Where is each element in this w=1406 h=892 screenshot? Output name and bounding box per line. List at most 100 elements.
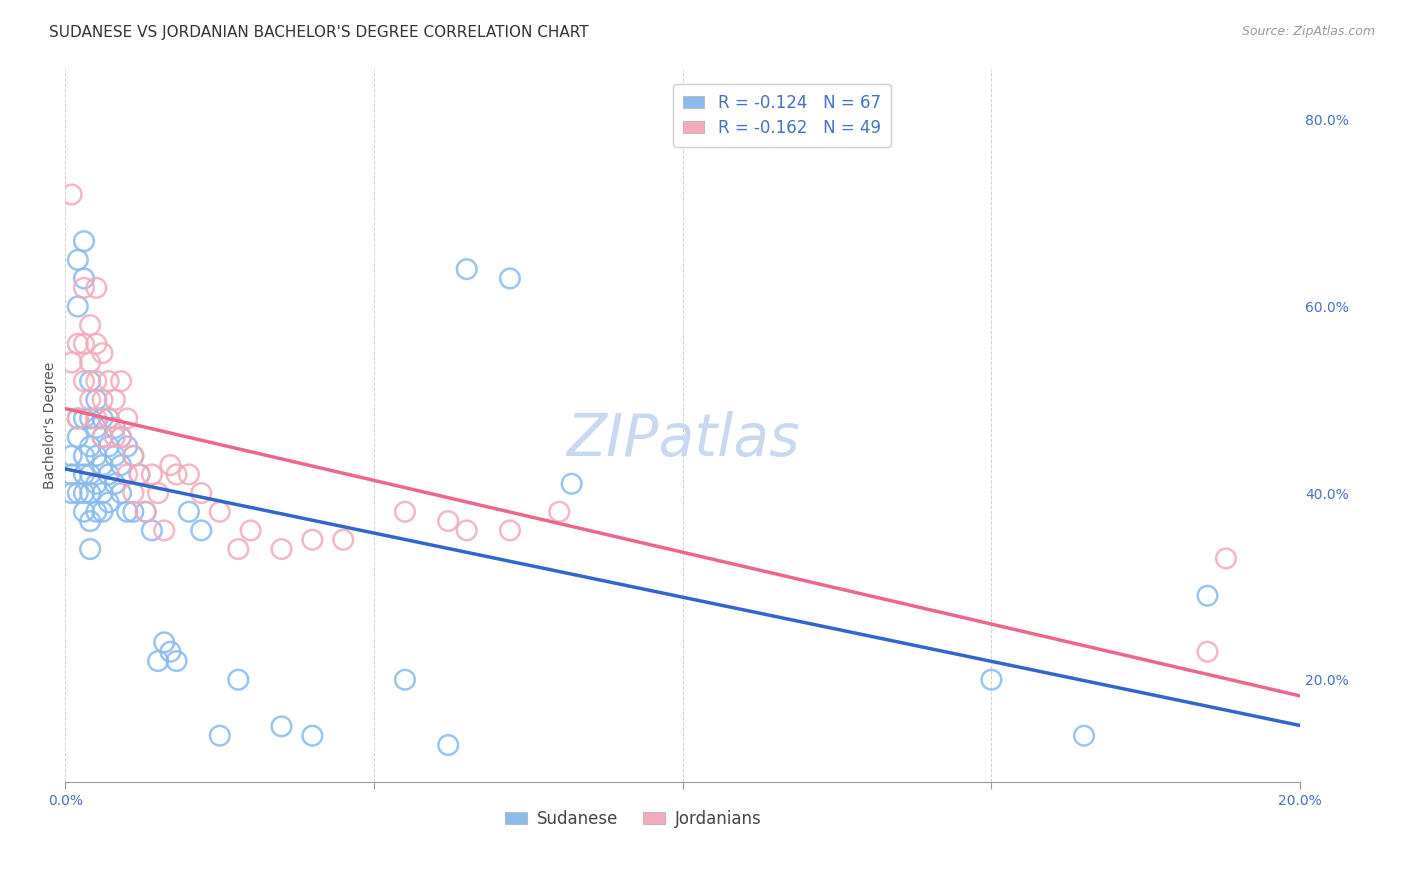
Point [104,392,127,407]
Point [66,252,89,267]
Point [499,271,522,285]
Point [1197,645,1219,659]
Y-axis label: Bachelor's Degree: Bachelor's Degree [44,362,58,489]
Point [110,486,132,500]
Point [122,486,145,500]
Point [146,654,169,668]
Point [97,374,120,388]
Point [97,495,120,509]
Point [456,524,478,538]
Point [104,421,127,435]
Point [301,533,323,547]
Point [208,505,231,519]
Point [301,729,323,743]
Point [79,355,101,369]
Point [66,430,89,444]
Point [141,467,163,482]
Point [226,673,249,687]
Point [60,355,83,369]
Point [394,505,416,519]
Point [159,645,181,659]
Point [153,635,176,649]
Point [226,542,249,557]
Point [104,476,127,491]
Point [97,467,120,482]
Point [73,374,96,388]
Point [73,336,96,351]
Point [91,505,114,519]
Point [190,524,212,538]
Point [86,449,108,463]
Text: Source: ZipAtlas.com: Source: ZipAtlas.com [1241,25,1375,38]
Point [146,486,169,500]
Point [73,486,96,500]
Point [135,505,157,519]
Point [66,411,89,425]
Point [561,476,583,491]
Point [66,300,89,314]
Point [73,271,96,285]
Point [91,411,114,425]
Point [208,729,231,743]
Point [437,738,460,752]
Point [79,392,101,407]
Point [110,458,132,472]
Point [128,467,150,482]
Point [86,421,108,435]
Point [86,281,108,295]
Point [66,411,89,425]
Text: SUDANESE VS JORDANIAN BACHELOR'S DEGREE CORRELATION CHART: SUDANESE VS JORDANIAN BACHELOR'S DEGREE … [49,25,589,40]
Point [91,430,114,444]
Point [86,392,108,407]
Point [980,673,1002,687]
Point [135,505,157,519]
Point [79,514,101,528]
Point [141,524,163,538]
Point [122,505,145,519]
Point [270,542,292,557]
Point [79,542,101,557]
Point [153,524,176,538]
Point [110,430,132,444]
Point [86,336,108,351]
Point [456,262,478,277]
Point [91,458,114,472]
Point [91,346,114,360]
Point [177,505,200,519]
Point [394,673,416,687]
Point [79,318,101,332]
Point [91,392,114,407]
Point [66,336,89,351]
Point [110,430,132,444]
Point [499,524,522,538]
Point [60,486,83,500]
Point [91,430,114,444]
Point [73,449,96,463]
Point [104,430,127,444]
Legend: Sudanese, Jordanians: Sudanese, Jordanians [499,804,768,835]
Point [73,505,96,519]
Point [128,467,150,482]
Point [177,467,200,482]
Point [97,439,120,453]
Point [91,486,114,500]
Point [166,467,188,482]
Point [159,458,181,472]
Point [60,467,83,482]
Point [1215,551,1237,566]
Point [86,411,108,425]
Point [73,467,96,482]
Point [115,439,138,453]
Point [1073,729,1095,743]
Point [60,449,83,463]
Point [548,505,571,519]
Point [239,524,262,538]
Text: ZIPatlas: ZIPatlas [567,411,800,468]
Point [79,486,101,500]
Point [332,533,354,547]
Point [73,234,96,248]
Point [60,187,83,202]
Point [110,374,132,388]
Point [73,411,96,425]
Point [122,449,145,463]
